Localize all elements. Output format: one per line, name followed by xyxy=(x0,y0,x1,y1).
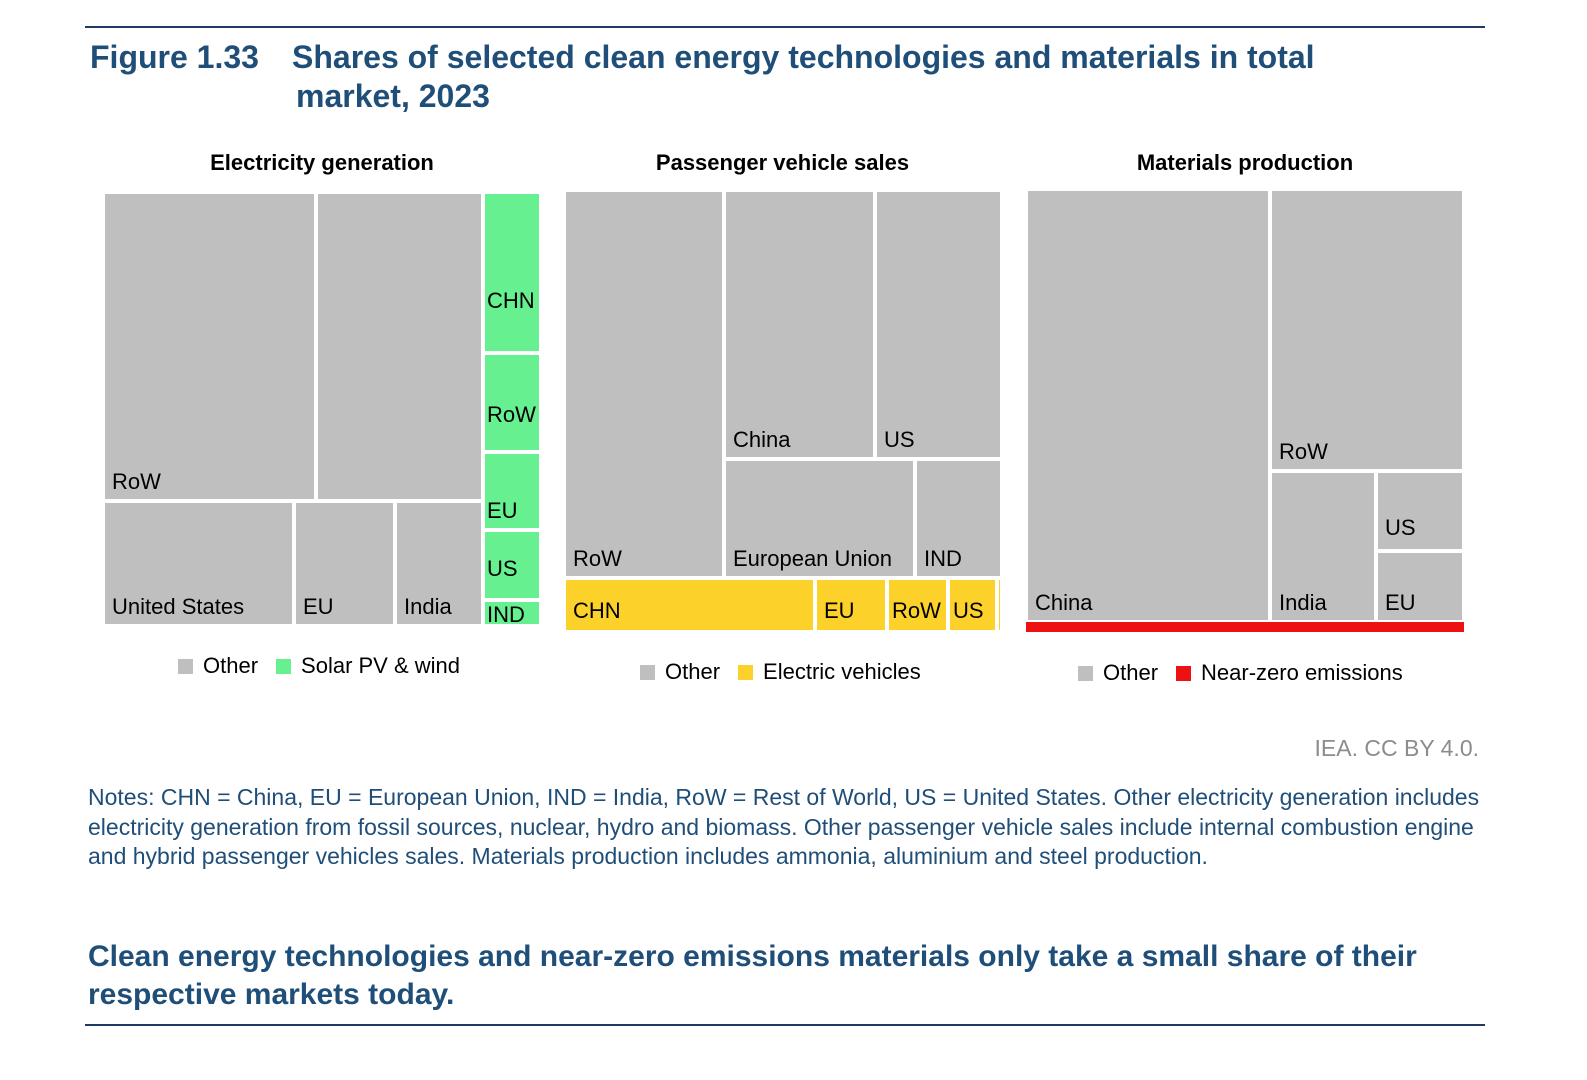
top-rule xyxy=(85,26,1485,28)
legend-swatch-near-zero xyxy=(1176,665,1192,681)
legend-label-electric-vehicles: Electric vehicles xyxy=(763,659,921,684)
legend-item-solar-wind: Solar PV & wind xyxy=(276,653,460,679)
legend-label-other: Other xyxy=(665,659,721,684)
legend-label-solar-wind: Solar PV & wind xyxy=(301,653,460,678)
treemap-materials: China RoW India US EU xyxy=(1026,189,1464,632)
treemap-cell-label: RoW xyxy=(573,546,622,571)
treemap-cell-label: CHN xyxy=(487,288,535,313)
legend-label-other: Other xyxy=(203,653,259,678)
legend-electricity: Other Solar PV & wind xyxy=(178,653,478,679)
treemap-cell-ind-other: IND xyxy=(915,459,1002,578)
treemap-electricity: RoW United States EU India CHN RoW EU US IND xyxy=(103,192,541,627)
bottom-rule xyxy=(85,1024,1485,1026)
treemap-cell-chn-clean: CHN xyxy=(564,578,815,632)
treemap-cell-china-other: China xyxy=(1026,189,1270,622)
treemap-cell-row-other: RoW xyxy=(564,190,724,578)
treemap-cell-eu-other: EU xyxy=(1376,551,1464,622)
treemap-cell-row-other: RoW xyxy=(103,192,316,501)
figure-title-line1: Shares of selected clean energy technolo… xyxy=(292,39,1315,75)
treemap-cell-clean xyxy=(1026,622,1464,632)
treemap-cell-us-clean: US xyxy=(948,578,997,632)
treemap-cell-label: US xyxy=(884,427,915,452)
legend-vehicles: Other Electric vehicles xyxy=(640,659,939,685)
treemap-cell-label: United States xyxy=(112,594,245,619)
legend-item-near-zero: Near-zero emissions xyxy=(1176,660,1403,686)
treemap-cell-label: US xyxy=(487,556,518,581)
treemap-cell-label: RoW xyxy=(112,469,161,494)
treemap-cell-china-other: China xyxy=(724,190,875,459)
treemap-cell-label: European Union xyxy=(733,546,893,571)
legend-item-other: Other xyxy=(640,659,720,685)
treemap-cell-eu-other: EU xyxy=(294,501,395,626)
treemap-cell-other xyxy=(316,192,483,501)
treemap-cell-label: IND xyxy=(924,546,962,571)
legend-swatch-other xyxy=(640,664,655,680)
treemap-cell-label: CHN xyxy=(573,598,621,623)
treemap-cell-row-clean: RoW xyxy=(483,353,541,452)
treemap-cell-eu-clean: EU xyxy=(483,452,541,530)
treemap-cell-india-other: India xyxy=(1270,471,1376,622)
treemap-cell-india-other: India xyxy=(395,501,483,626)
figure-title-line2: market, 2023 xyxy=(296,78,490,114)
figure-notes: Notes: CHN = China, EU = European Union,… xyxy=(88,784,1480,869)
legend-materials: Other Near-zero emissions xyxy=(1078,660,1421,686)
treemap-cell-label: India xyxy=(404,594,452,619)
treemap-cell-label: IND xyxy=(487,602,525,627)
treemap-cell-label: RoW xyxy=(487,402,536,427)
treemap-cell-us-clean: US xyxy=(483,530,541,600)
legend-swatch-other xyxy=(178,658,193,674)
legend-swatch-electric-vehicles xyxy=(738,664,754,680)
treemap-cell-label: RoW xyxy=(1279,439,1328,464)
panel-title-materials: Materials production xyxy=(1136,150,1354,175)
treemap-cell-chn-clean: CHN xyxy=(483,192,541,353)
treemap-cell-us-other: US xyxy=(1376,471,1464,551)
treemap-cell-label: EU xyxy=(303,594,334,619)
treemap-vehicles: RoW China US European Union IND CHN EU RoW US xyxy=(564,190,1002,632)
treemap-cell-label: EU xyxy=(824,598,855,623)
treemap-cell-row-other: RoW xyxy=(1270,189,1464,471)
panel-title-electricity: Electricity generation xyxy=(210,150,434,175)
legend-item-other: Other xyxy=(178,653,258,679)
treemap-cell-label: US xyxy=(1385,515,1416,540)
treemap-cell-row-clean: RoW xyxy=(887,578,948,632)
treemap-cell-united-states-other: United States xyxy=(103,501,294,626)
treemap-cell-label: US xyxy=(953,598,984,623)
legend-label-other: Other xyxy=(1103,660,1159,685)
legend-swatch-other xyxy=(1078,665,1093,681)
legend-item-other: Other xyxy=(1078,660,1158,686)
treemap-cell-european-union-other: European Union xyxy=(724,459,915,578)
treemap-cell-label: EU xyxy=(487,498,518,523)
treemap-cell-label: EU xyxy=(1385,590,1416,615)
figure-title: Figure 1.33 Shares of selected clean ener… xyxy=(90,38,1480,116)
legend-swatch-solar-wind xyxy=(276,658,292,674)
treemap-cell-label: India xyxy=(1279,590,1327,615)
key-takeaway: Clean energy technologies and near-zero … xyxy=(88,940,1417,1011)
source-credit: IEA. CC BY 4.0. xyxy=(1314,735,1479,761)
panel-title-vehicles: Passenger vehicle sales xyxy=(655,150,910,175)
treemap-cell-us-other: US xyxy=(875,190,1002,459)
legend-item-electric-vehicles: Electric vehicles xyxy=(738,659,921,685)
legend-label-near-zero: Near-zero emissions xyxy=(1201,660,1403,685)
treemap-cell-label: China xyxy=(733,427,791,452)
treemap-cell-ind-clean: IND xyxy=(483,600,541,627)
treemap-cell-eu-clean: EU xyxy=(815,578,887,632)
figure-number: Figure 1.33 xyxy=(90,39,259,75)
treemap-cell-label: RoW xyxy=(892,598,941,623)
treemap-cell-clean xyxy=(997,578,1002,632)
treemap-cell-label: China xyxy=(1035,590,1093,615)
